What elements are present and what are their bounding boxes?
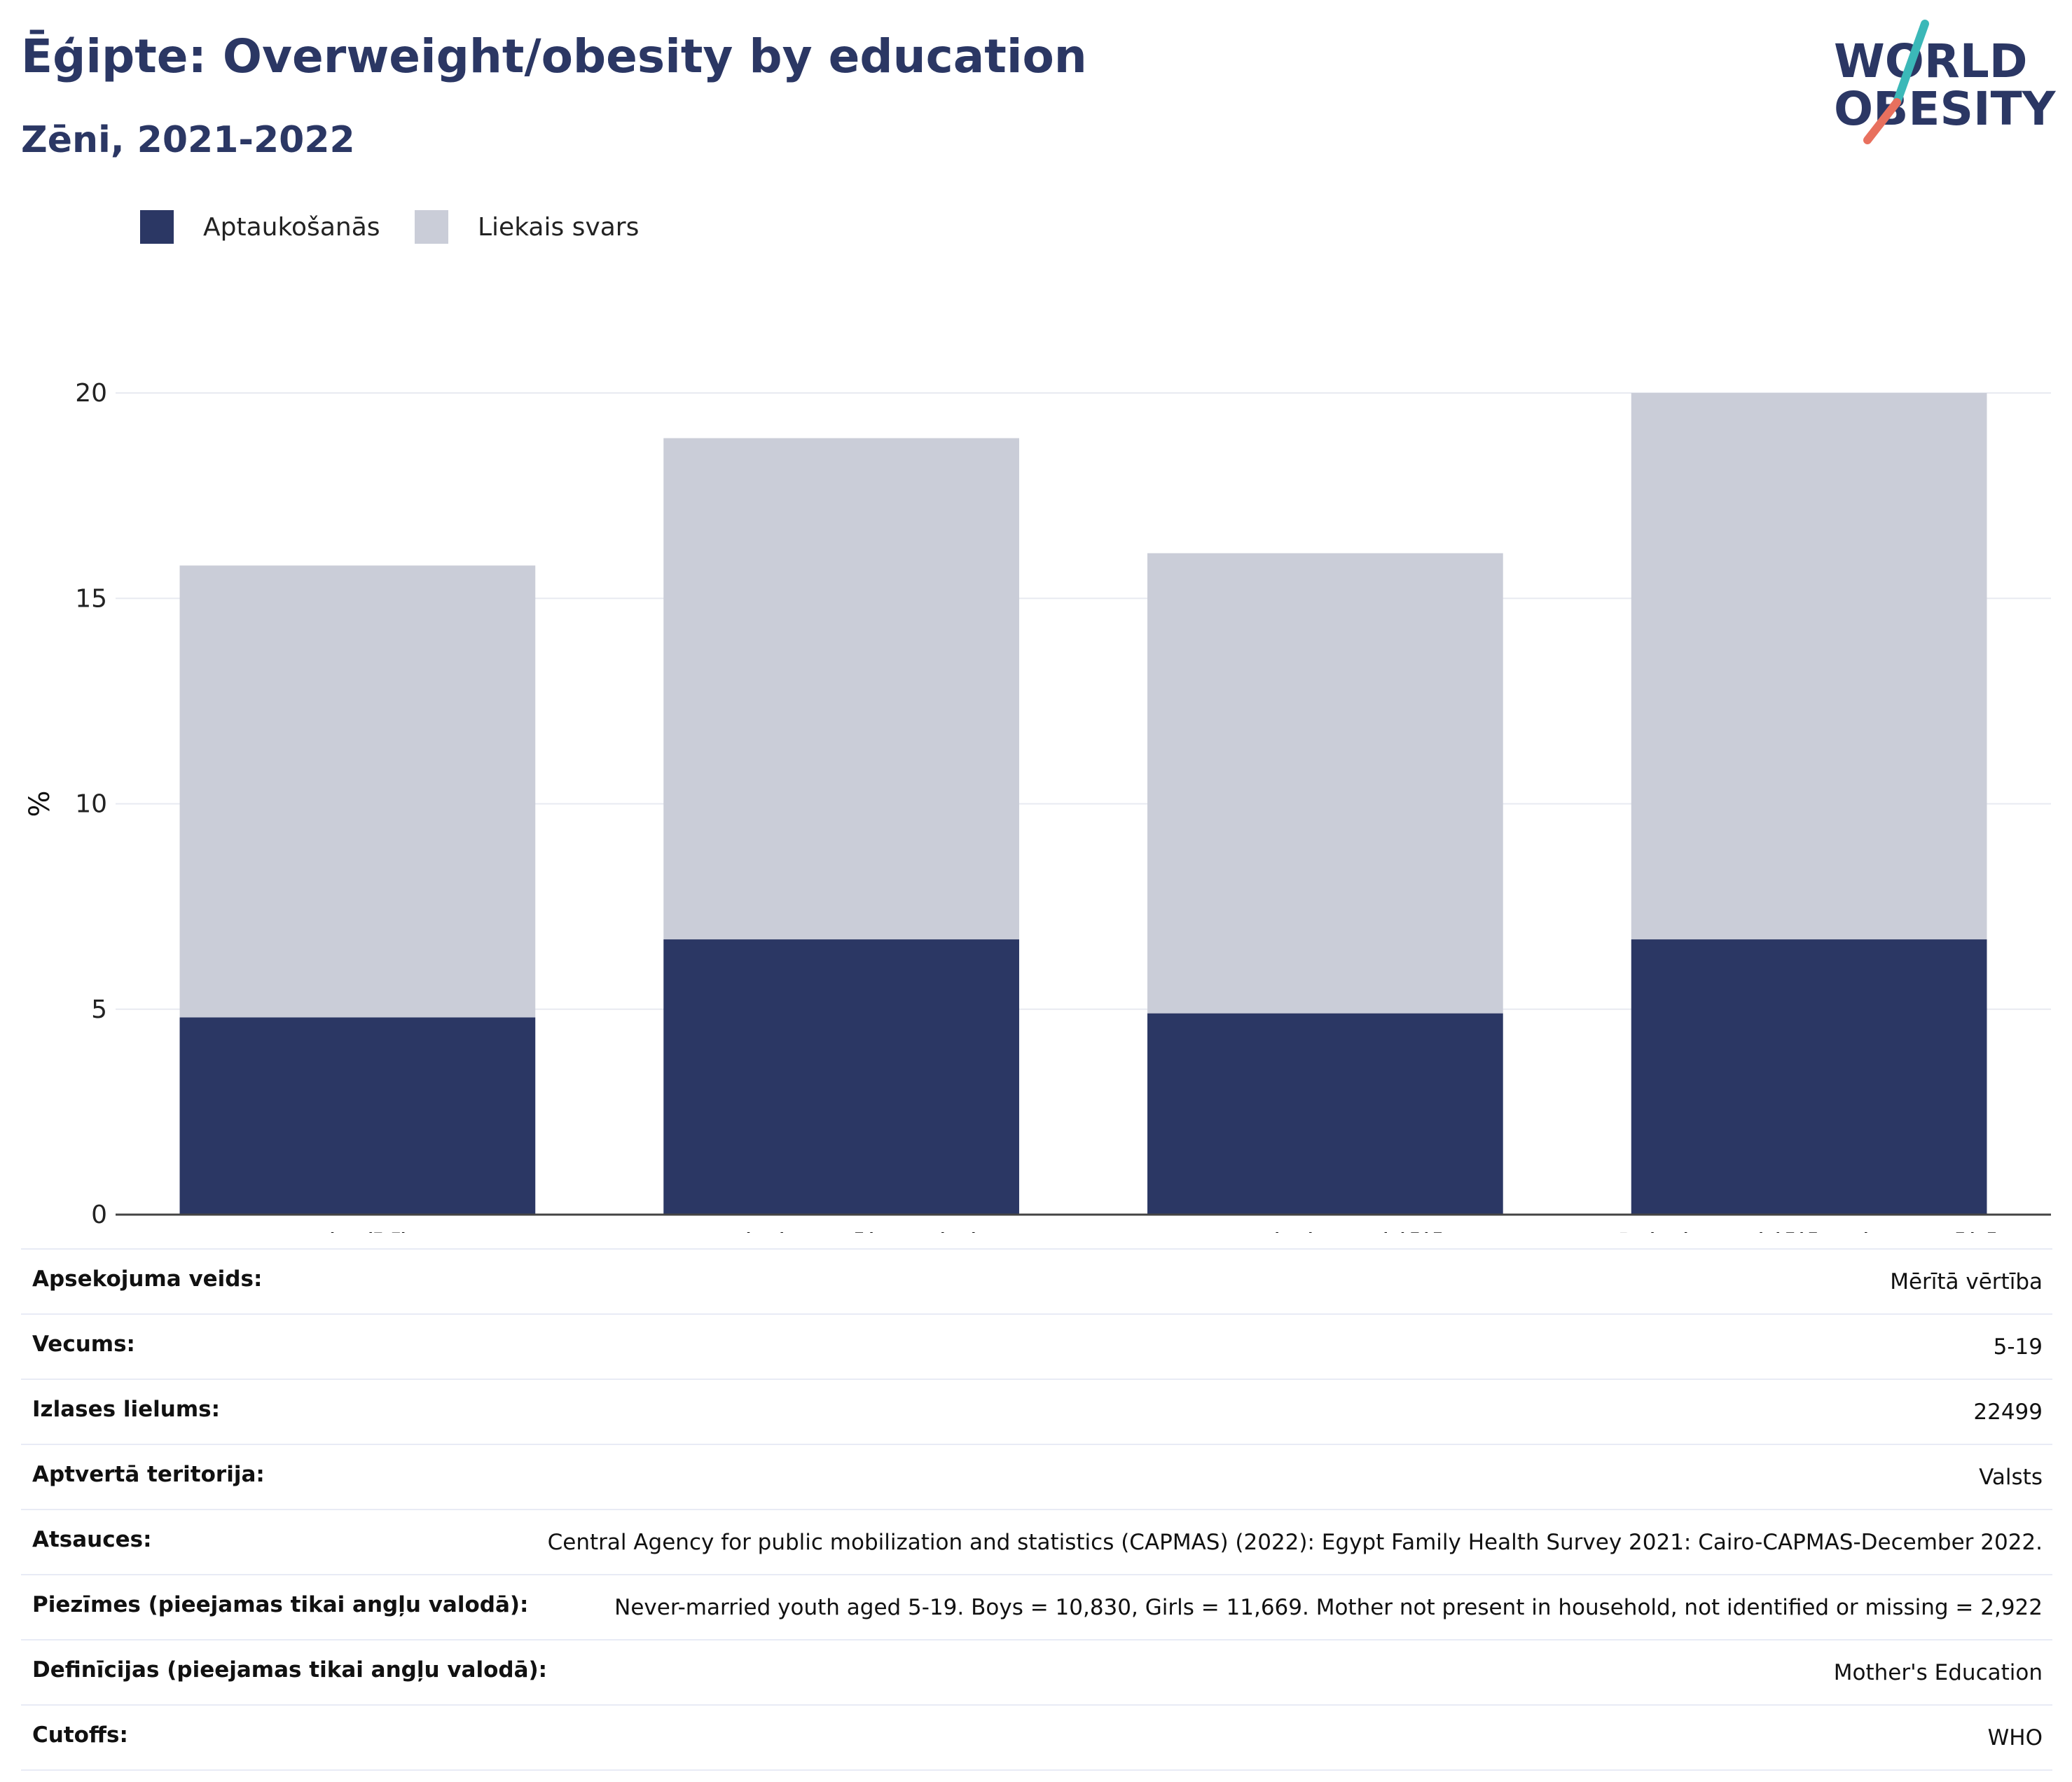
metadata-value: Never-married youth aged 5-19. Boys = 10… — [614, 1594, 2043, 1620]
metadata-row: Piezīmes (pieejamas tikai angļu valodā):… — [21, 1573, 2052, 1639]
bar-overweight-3 — [1631, 393, 1987, 940]
legend-swatch-obesity — [140, 210, 174, 244]
stacked-bar-chart: 0 5 10 15 20% Nav izglītības Nepabeigta sākums… — [24, 379, 2051, 1233]
metadata-row: Apsekojuma veids: Mērītā vērtība — [21, 1248, 2052, 1313]
metadata-value: Mother's Education — [1833, 1659, 2043, 1685]
x-tick-label: Nepabeigta vidējā — [1204, 1228, 1446, 1233]
metadata-label: Definīcijas (pieejamas tikai angļu valod… — [32, 1657, 548, 1683]
legend-swatch-overweight — [415, 210, 448, 244]
metadata-row: Atsauces: Central Agency for public mobil… — [21, 1508, 2052, 1574]
metadata-label: Aptvertā teritorija: — [32, 1461, 265, 1487]
y-tick-label: 15 — [75, 584, 107, 613]
metadata-value: 22499 — [1973, 1399, 2043, 1425]
chart-title: Ēģipte: Overweight/obesity by education — [21, 29, 1087, 83]
metadata-label: Vecums: — [32, 1331, 135, 1357]
metadata-label: Izlases lielums: — [32, 1396, 220, 1422]
metadata-row: Definīcijas (pieejamas tikai angļu valod… — [21, 1638, 2052, 1704]
metadata-label: Cutoffs: — [32, 1722, 128, 1748]
x-tick-label: Nepabeigta sākumskolas — [675, 1228, 1007, 1233]
bar-obesity-1 — [663, 939, 1019, 1215]
metadata-label: Atsauces: — [32, 1526, 152, 1552]
x-tick-label: Nav izglītības — [268, 1228, 447, 1233]
bar-obesity-0 — [179, 1017, 536, 1215]
logo-line-world: WORLD — [1834, 34, 2028, 88]
metadata-table: Apsekojuma veids: Mērītā vērtība Vecums: 5-… — [21, 1248, 2052, 1771]
metadata-row: Izlases lielums: 22499 — [21, 1378, 2052, 1444]
metadata-row: Aptvertā teritorija: Valsts — [21, 1443, 2052, 1509]
metadata-row: Cutoffs: WHO — [21, 1704, 2052, 1771]
logo-slash-top — [1893, 20, 1929, 106]
bar-obesity-2 — [1147, 1013, 1503, 1215]
bar-overweight-2 — [1147, 553, 1503, 1014]
bar-obesity-3 — [1631, 939, 1987, 1215]
x-tick-label: Pabeigta vidējā vai augstākā — [1617, 1228, 2001, 1233]
legend-item-obesity[interactable]: Aptaukošanās — [140, 207, 380, 247]
metadata-label: Piezīmes (pieejamas tikai angļu valodā): — [32, 1591, 529, 1617]
y-tick-label: 10 — [75, 790, 107, 819]
legend-label-obesity: Aptaukošanās — [203, 212, 380, 242]
y-tick-label: 0 — [91, 1201, 107, 1229]
y-axis-title: % — [24, 790, 56, 817]
metadata-value: Valsts — [1979, 1464, 2043, 1490]
world-obesity-logo: WORLD OBESITY — [1834, 20, 2057, 144]
metadata-value: Central Agency for public mobilization a… — [547, 1529, 2043, 1555]
chart-subtitle: Zēni, 2021-2022 — [21, 119, 355, 161]
legend-label-overweight: Liekais svars — [478, 212, 640, 242]
metadata-value: WHO — [1987, 1725, 2043, 1750]
logo-line-obesity: OBESITY — [1834, 82, 2057, 136]
y-tick-label: 5 — [91, 995, 107, 1024]
metadata-value: 5-19 — [1993, 1334, 2043, 1360]
metadata-label: Apsekojuma veids: — [32, 1266, 263, 1292]
y-tick-label: 20 — [75, 379, 107, 408]
metadata-row: Vecums: 5-19 — [21, 1313, 2052, 1379]
logo-slash-bottom — [1863, 98, 1901, 144]
legend-item-overweight[interactable]: Liekais svars — [415, 207, 639, 247]
bar-overweight-1 — [663, 438, 1019, 940]
metadata-value: Mērītā vērtība — [1890, 1269, 2043, 1294]
bar-overweight-0 — [179, 565, 536, 1018]
